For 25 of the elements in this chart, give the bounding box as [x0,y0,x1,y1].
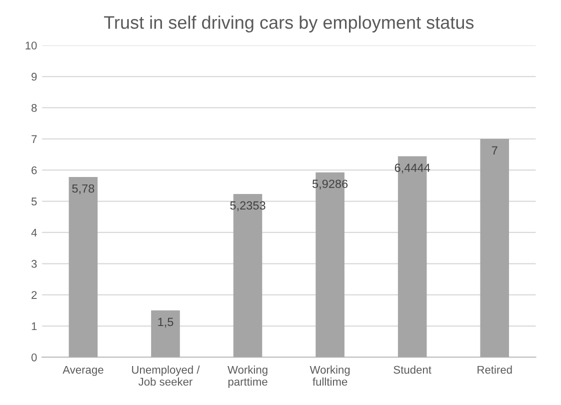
y-tick-label: 9 [32,72,37,81]
y-tick-label: 4 [31,228,37,236]
y-tick-label: 7 [32,135,37,143]
x-tick-label: Unemployed / Job seeker [132,366,200,386]
bar [68,176,98,358]
y-tick-label: 0 [31,353,37,362]
data-label: 1,5 [158,318,174,328]
bar [480,138,510,358]
y-tick-label: 3 [31,260,37,268]
data-label: 5,78 [72,184,94,194]
y-tick-label: 6 [32,166,37,174]
y-tick-label: 1 [32,322,37,330]
x-tick-label: Average [62,366,104,376]
x-tick-label: Working parttime [228,366,268,388]
y-tick-label: 2 [32,291,37,299]
data-label: 6,4444 [394,164,430,174]
x-tick-label: Working fulltime [310,366,350,386]
bar [151,310,180,358]
x-tick-label: Retired [478,366,512,374]
x-tick-label: Student [394,366,432,374]
chart-title: Trust in self driving cars by employment status [104,16,474,32]
y-tick-label: 8 [32,104,37,112]
y-tick-label: 5 [31,198,37,206]
data-label: 7 [492,146,498,155]
y-tick-label: 10 [26,42,37,50]
